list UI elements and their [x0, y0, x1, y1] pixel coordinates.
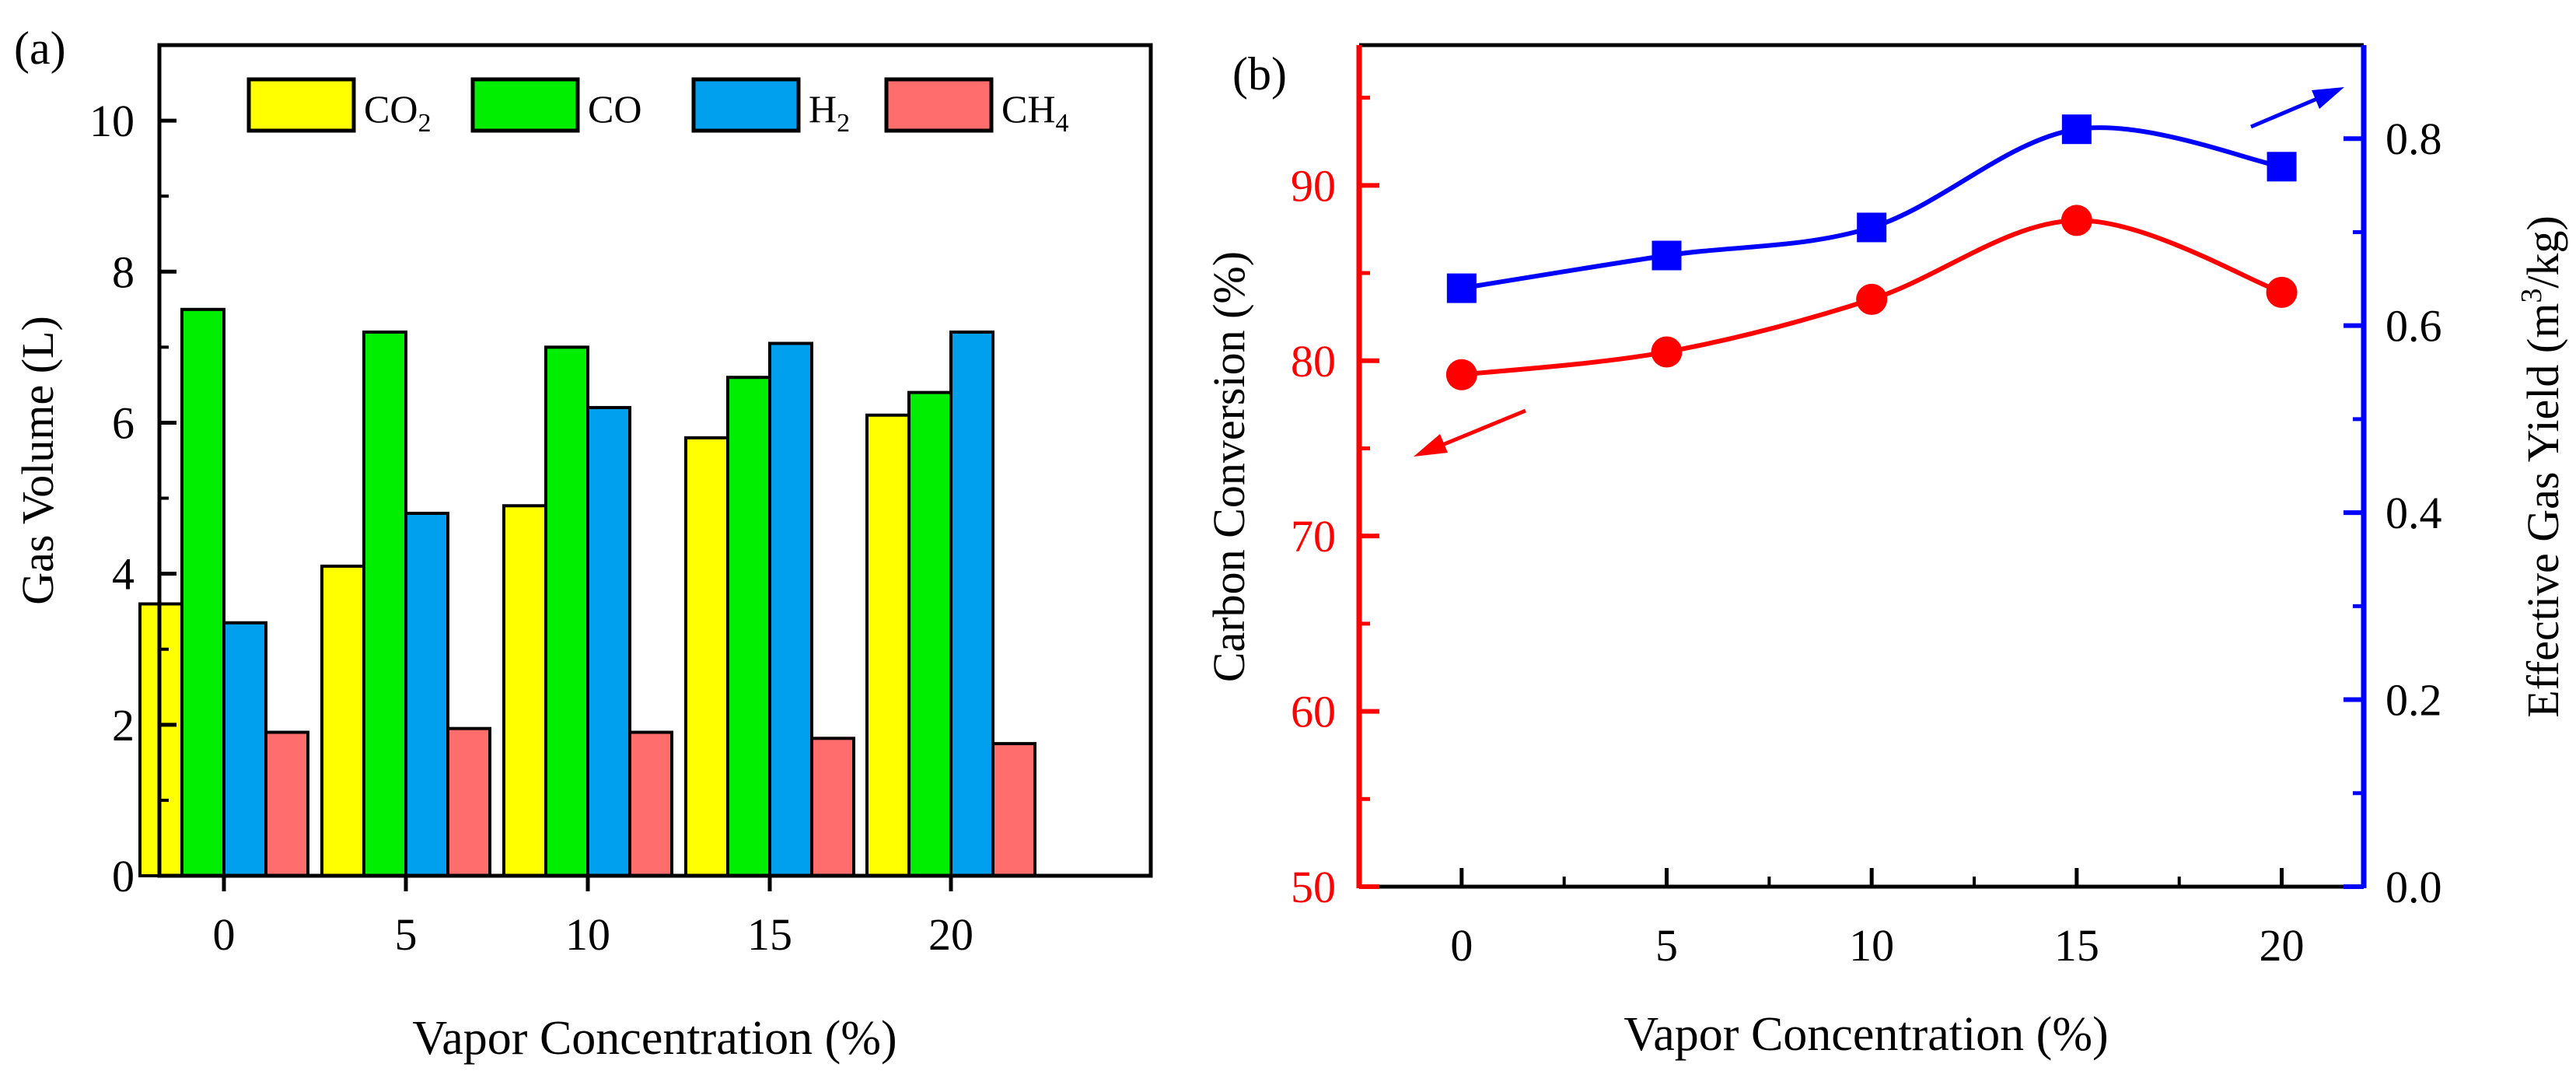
legend-item-co2: CO2	[246, 77, 431, 138]
left-axis-arrow	[1414, 408, 1526, 457]
panel-a-y-axis-title: Gas Volume (L)	[12, 316, 63, 605]
legend-label: CO2	[364, 87, 431, 138]
bar-ch4-5	[446, 726, 491, 877]
b-right-tick-label: 0.4	[2386, 488, 2442, 538]
marker-carbon-conversion-15	[2060, 205, 2092, 236]
panel-a-legend: CO2 CO H2 CH4	[246, 77, 1068, 138]
marker-carbon-conversion-5	[1651, 336, 1683, 368]
a-ytick-label: 6	[112, 397, 135, 448]
marker-effective-gas-yield-15	[2061, 114, 2092, 145]
a-xtick-label: 15	[747, 909, 792, 960]
a-ytick-label: 0	[112, 851, 135, 901]
a-ytick-label: 10	[89, 96, 135, 146]
panel-b-right-axis: 0.0 0.2 0.4 0.6 0.8	[2344, 114, 2442, 912]
legend-swatch	[884, 77, 994, 133]
panel-a-x-axis-title: Vapor Concentration (%)	[412, 1012, 897, 1065]
bar-h2-20	[949, 330, 994, 878]
marker-effective-gas-yield-5	[1652, 240, 1682, 271]
b-left-tick-label: 80	[1291, 336, 1336, 387]
legend-label: CH4	[1001, 87, 1068, 138]
bar-h2-5	[404, 511, 449, 877]
panel-b-left-axis-title: Carbon Conversion (%)	[1204, 251, 1254, 682]
legend-label: CO	[588, 87, 641, 131]
marker-effective-gas-yield-0	[1446, 273, 1477, 303]
panel-a-frame	[157, 43, 1153, 878]
legend-item-co: CO	[470, 77, 641, 133]
b-xtick-label: 5	[1655, 920, 1678, 971]
panel-a-marks	[138, 307, 1036, 878]
a-xtick-label: 20	[928, 909, 973, 960]
bar-co2-5	[320, 564, 365, 877]
b-left-tick-label: 60	[1291, 687, 1336, 737]
panel-a-y-axis: 0 2 4 6 8 10	[89, 96, 177, 901]
bar-co-10	[544, 345, 589, 877]
panel-b-left-axis: 50 60 70 80 90	[1291, 96, 1379, 912]
marker-carbon-conversion-0	[1445, 359, 1477, 390]
marker-effective-gas-yield-20	[2267, 152, 2297, 182]
bar-co-5	[362, 330, 407, 878]
b-xtick-label: 0	[1450, 920, 1473, 971]
legend-swatch	[246, 77, 356, 133]
bar-h2-10	[586, 406, 631, 877]
b-xtick-label: 15	[2054, 920, 2099, 971]
panel-b-label: (b)	[1232, 48, 1287, 100]
panel-a-x-axis: 0 5 10 15 20	[213, 876, 973, 960]
b-left-tick-label: 70	[1291, 511, 1336, 562]
right-axis-title-end: /kg)	[2518, 215, 2568, 288]
b-left-tick-label: 50	[1291, 862, 1336, 912]
b-right-tick-label: 0.0	[2386, 862, 2442, 912]
bar-co-0	[180, 307, 225, 877]
panel-a-label: (a)	[14, 23, 66, 74]
right-axis-arrow	[2250, 87, 2344, 129]
bar-h2-15	[768, 341, 813, 877]
panel-b-right-axis-title: Effective Gas Yield (m3/kg)	[2515, 215, 2568, 718]
panel-b-x-axis-title: Vapor Concentration (%)	[1624, 1008, 2108, 1061]
bar-ch4-0	[264, 730, 309, 878]
panel-a: (a) 0 2 4 6 8 10 0 5 10 15 20 CO2 CO H2 CH4 Gas Volu…	[12, 23, 1153, 1065]
b-right-tick-label: 0.8	[2386, 114, 2442, 164]
marker-carbon-conversion-20	[2266, 276, 2298, 308]
bar-co2-10	[502, 504, 547, 877]
panel-b-x-axis: 0 5 10 15 20	[1450, 868, 2305, 971]
bar-ch4-10	[628, 730, 673, 878]
legend-item-ch4: CH4	[884, 77, 1068, 138]
bar-co2-15	[684, 436, 729, 877]
b-xtick-label: 20	[2260, 920, 2305, 971]
bar-co-15	[726, 376, 771, 877]
panel-b-frame	[1356, 43, 2367, 889]
bar-ch4-15	[810, 737, 855, 878]
b-xtick-label: 10	[1849, 920, 1894, 971]
a-xtick-label: 0	[213, 909, 236, 960]
bar-h2-0	[222, 621, 267, 878]
a-ytick-label: 8	[112, 247, 135, 297]
bar-co-20	[907, 390, 952, 878]
legend-item-h2: H2	[691, 77, 850, 138]
a-ytick-label: 4	[112, 549, 135, 600]
legend-swatch	[691, 77, 801, 133]
right-axis-title-sup: 3	[2515, 289, 2548, 303]
b-left-tick-label: 90	[1291, 160, 1336, 211]
a-xtick-label: 10	[565, 909, 610, 960]
panel-b-marks	[1445, 114, 2298, 390]
bar-co2-20	[865, 413, 911, 877]
marker-effective-gas-yield-10	[1857, 212, 1887, 243]
marker-carbon-conversion-10	[1856, 283, 1888, 315]
legend-swatch	[470, 77, 580, 133]
a-ytick-label: 2	[112, 700, 135, 751]
bar-ch4-20	[991, 742, 1036, 877]
b-right-tick-label: 0.2	[2386, 675, 2442, 726]
a-xtick-label: 5	[395, 909, 418, 960]
right-axis-title-main: Effective Gas Yield (m	[2518, 303, 2568, 718]
legend-label: H2	[809, 87, 850, 138]
b-right-tick-label: 0.6	[2386, 301, 2442, 352]
